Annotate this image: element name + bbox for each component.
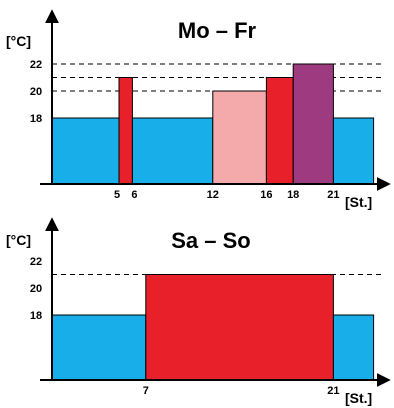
temperature-bar [145, 274, 334, 381]
x-tick-label: 5 [114, 189, 120, 201]
chart-weekend-y-ticks: 18 20 22 [30, 256, 42, 322]
temperature-bar [131, 117, 214, 185]
y-tick-label: 20 [30, 283, 42, 295]
temperature-bar [51, 117, 120, 185]
temperature-bar [118, 77, 133, 185]
x-tick-label: 7 [143, 385, 149, 397]
x-tick-label: 6 [131, 189, 137, 201]
chart-weekend-ylabel: [°C] [6, 232, 31, 248]
x-tick-label: 21 [327, 189, 339, 201]
temperature-bar [265, 77, 294, 185]
x-tick-label: 12 [207, 189, 219, 201]
chart-weekend-xlabel: [St.] [345, 390, 372, 406]
chart-weekdays: Mo – Fr [°C] [St.] 18 20 22 5 6 12 16 18 21 [6, 9, 391, 210]
chart-weekdays-ylabel: [°C] [6, 33, 31, 49]
temperature-bar [332, 117, 375, 185]
y-tick-label: 20 [30, 86, 42, 98]
chart-weekdays-bars [51, 63, 375, 185]
x-tick-label: 18 [287, 189, 299, 201]
temperature-bar [212, 90, 267, 185]
chart-weekend-bars [51, 274, 375, 381]
chart-weekdays-xlabel: [St.] [345, 194, 372, 210]
x-tick-label: 21 [327, 385, 339, 397]
x-tick-label: 16 [260, 189, 272, 201]
chart-weekend-x-ticks: 7 21 [143, 385, 340, 397]
y-tick-label: 22 [30, 59, 42, 71]
chart-weekend: Sa – So [°C] [St.] 18 20 22 7 21 [6, 217, 391, 406]
temperature-bar [332, 314, 375, 381]
chart-weekdays-y-ticks: 18 20 22 [30, 59, 42, 125]
y-tick-label: 22 [30, 256, 42, 268]
chart-weekend-title: Sa – So [171, 228, 250, 253]
chart-weekdays-title: Mo – Fr [178, 18, 257, 43]
temperature-bar [51, 314, 147, 381]
chart-weekdays-x-ticks: 5 6 12 16 18 21 [114, 189, 340, 201]
temperature-bar [292, 63, 334, 185]
y-tick-label: 18 [30, 310, 42, 322]
y-tick-label: 18 [30, 113, 42, 125]
